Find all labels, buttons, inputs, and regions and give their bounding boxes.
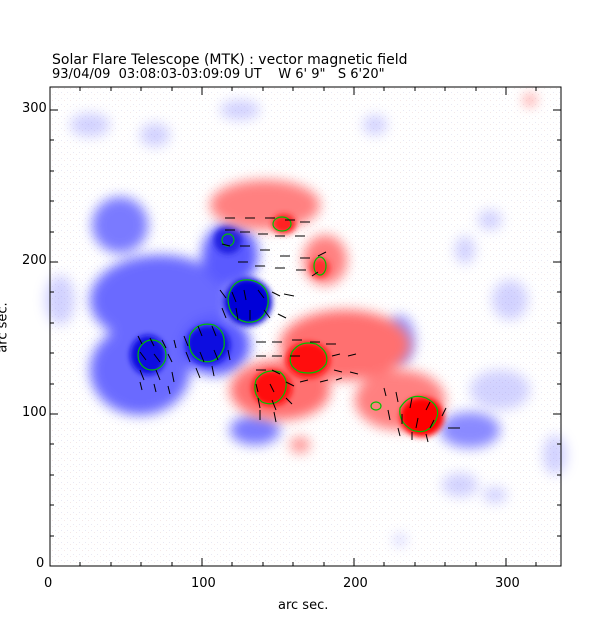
field-vectors xyxy=(137,217,460,443)
x-axis-label: arc sec. xyxy=(278,598,329,613)
field-contours xyxy=(137,216,439,433)
y-tick-label-0: 0 xyxy=(36,556,45,571)
figure-title: Solar Flare Telescope (MTK) : vector mag… xyxy=(52,52,408,68)
x-tick-label-100: 100 xyxy=(191,576,216,591)
x-tick-label-0: 0 xyxy=(44,576,53,591)
y-axis-label: arc sec. xyxy=(0,302,11,353)
y-tick-label-300: 300 xyxy=(22,101,47,116)
y-tick-label-200: 200 xyxy=(22,253,47,268)
magnetogram-image xyxy=(45,94,567,546)
figure-subtitle: 93/04/09 03:08:03-03:09:09 UT W 6' 9" S … xyxy=(52,67,385,82)
x-tick-label-200: 200 xyxy=(343,576,368,591)
x-tick-label-300: 300 xyxy=(495,576,520,591)
axis-ticks xyxy=(49,87,561,567)
y-tick-label-100: 100 xyxy=(22,405,47,420)
plot-frame xyxy=(49,86,562,567)
